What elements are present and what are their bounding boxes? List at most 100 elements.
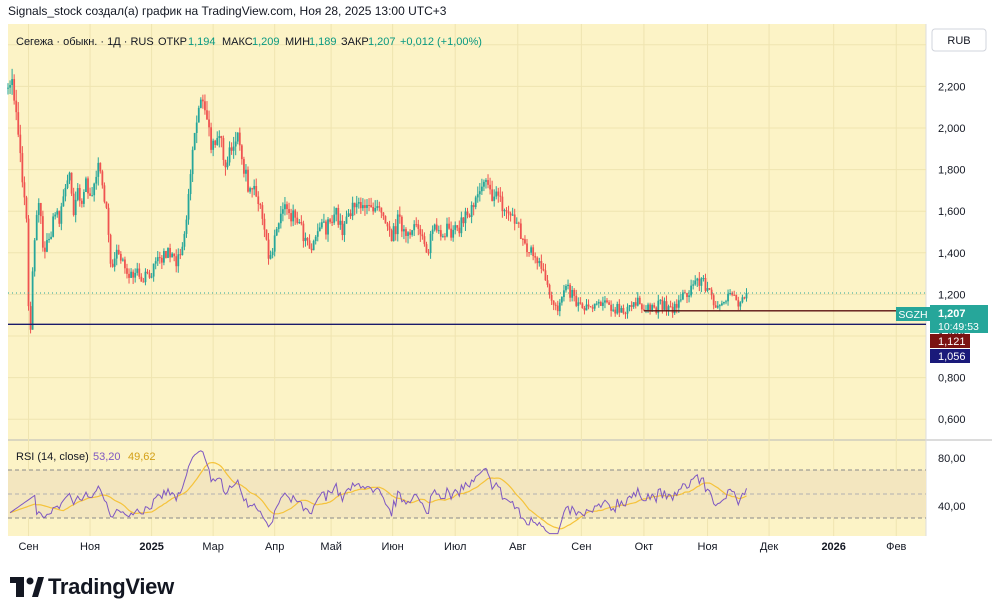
candle-body	[632, 302, 635, 307]
candle-body	[64, 187, 67, 197]
candle-body	[290, 213, 292, 222]
candle-body	[677, 300, 680, 308]
candle-body	[48, 238, 50, 241]
candle-body	[93, 183, 96, 196]
candle-body	[458, 227, 461, 234]
candle-body	[374, 208, 377, 212]
legend-low-label: МИН	[285, 36, 310, 48]
candle-body	[682, 292, 684, 300]
rsi-tick-label: 40,00	[938, 501, 966, 513]
candle-body	[271, 251, 274, 256]
price-tick-label: 0,800	[938, 373, 966, 385]
candle-body	[337, 207, 340, 225]
candle-body	[134, 272, 137, 278]
candle-body	[519, 223, 522, 239]
candle-body	[259, 204, 262, 206]
candle-body	[189, 174, 192, 195]
price-tick-label: 1,400	[938, 248, 966, 260]
legend-close: 1,207	[368, 36, 396, 48]
candles	[7, 68, 748, 334]
last-price-tag: SGZH 1,207 10:49:53	[896, 305, 988, 333]
candle-body	[312, 241, 315, 251]
candle-body	[37, 202, 40, 215]
candle-body	[731, 292, 734, 295]
legend-high: 1,209	[252, 36, 280, 48]
candle-body	[232, 146, 235, 151]
legend-open-label: ОТКР	[158, 36, 187, 48]
candle-body	[107, 207, 110, 235]
candle-body	[370, 205, 372, 207]
candle-body	[335, 207, 338, 215]
candle-body	[431, 229, 434, 234]
rsi-tick-label: 80,00	[938, 453, 966, 465]
candle-body	[671, 306, 674, 314]
candle-body	[89, 193, 91, 196]
last-price: 1,207	[938, 308, 966, 320]
candle-body	[626, 306, 629, 314]
candle-body	[614, 309, 617, 314]
candle-body	[686, 292, 688, 298]
countdown-time: 10:49:53	[938, 321, 979, 333]
candle-body	[228, 147, 231, 163]
candle-body	[366, 205, 368, 208]
candle-body	[253, 185, 256, 190]
legend-close-label: ЗАКР	[341, 36, 369, 48]
candle-body	[99, 162, 102, 172]
price-tick-label: 1,800	[938, 165, 966, 177]
candle-body	[31, 271, 34, 330]
candle-body	[33, 240, 36, 272]
candle-body	[618, 303, 621, 313]
currency-button[interactable]	[931, 28, 987, 52]
gridlines	[8, 24, 926, 536]
time-tick-label: Ноя	[80, 541, 100, 553]
candle-body	[694, 280, 697, 285]
price-tick-label: 1,200	[938, 289, 966, 301]
candle-body	[46, 240, 48, 252]
candle-body	[472, 205, 475, 208]
candle-body	[13, 79, 16, 101]
candle-body	[345, 216, 348, 224]
candle-body	[355, 203, 358, 208]
candle-body	[187, 194, 190, 220]
candle-body	[41, 216, 44, 248]
candle-body	[294, 210, 297, 218]
candle-body	[489, 184, 491, 190]
candle-body	[199, 99, 202, 108]
candle-body	[130, 271, 132, 278]
candle-body	[702, 277, 705, 279]
candle-body	[665, 301, 668, 312]
candle-body	[230, 147, 233, 151]
candle-body	[538, 261, 541, 264]
candle-body	[160, 257, 163, 263]
candle-body	[700, 278, 703, 286]
candle-body	[234, 141, 237, 147]
tradingview-logo[interactable]: TradingView	[10, 572, 174, 602]
candle-body	[649, 304, 651, 310]
candle-body	[308, 240, 311, 249]
candle-body	[497, 191, 500, 196]
legend-ohlc: ОТКР 1,194 МАКС 1,209 МИН 1,189 ЗАКР 1,2…	[158, 36, 482, 48]
candle-body	[565, 286, 567, 291]
candle-body	[56, 210, 59, 215]
currency-label: RUB	[947, 35, 970, 47]
candle-body	[546, 280, 549, 285]
candle-body	[341, 220, 344, 236]
candle-body	[540, 261, 543, 269]
candle-body	[478, 191, 481, 195]
candle-body	[616, 303, 619, 314]
candle-body	[83, 191, 85, 204]
candle-body	[448, 223, 450, 229]
candle-body	[602, 302, 604, 306]
price-tick-label: 2,200	[938, 81, 966, 93]
candle-body	[343, 223, 346, 236]
candle-body	[296, 217, 299, 223]
candle-body	[415, 224, 418, 226]
candle-body	[622, 308, 625, 314]
candle-body	[384, 216, 387, 224]
candle-body	[368, 205, 370, 207]
candle-body	[167, 248, 169, 258]
candle-body	[208, 119, 210, 128]
candle-body	[517, 222, 520, 224]
candle-body	[339, 220, 342, 225]
